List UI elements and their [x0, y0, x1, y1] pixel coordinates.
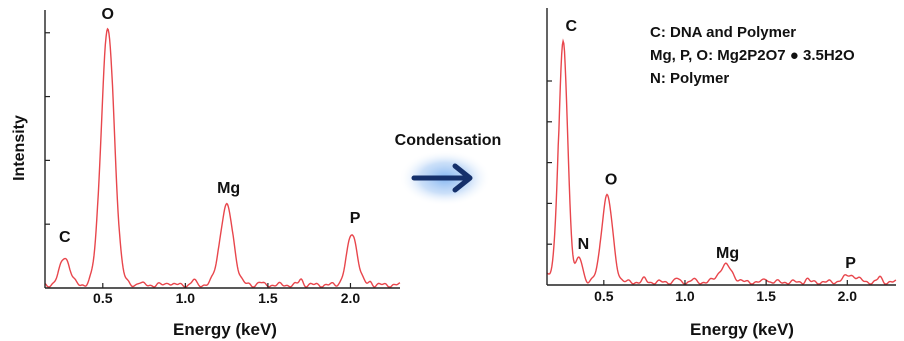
x-tick-label: 2.0 — [838, 288, 858, 304]
peak-label-c: C — [565, 18, 577, 35]
x-tick-label: 1.0 — [675, 288, 695, 304]
peak-label-p: P — [350, 210, 361, 227]
legend-item-2: Mg, P, O: Mg2P2O7 ● 3.5H2O — [650, 47, 855, 64]
condensation-arrow-group: Condensation — [395, 132, 502, 206]
spectrum-line-right — [546, 38, 897, 285]
chart-left: C O Mg P 0.5 1.0 1.5 2.0 Energy (keV) Intensit… — [11, 6, 401, 339]
peak-label-mg: Mg — [716, 245, 739, 262]
x-axis-label-left: Energy (keV) — [173, 320, 277, 339]
chart-right: C N O Mg P 0.5 1.0 1.5 2.0 Energy (keV) C: DNA … — [546, 8, 897, 339]
peak-label-mg: Mg — [217, 180, 240, 197]
x-tick-label: 1.5 — [756, 288, 776, 304]
x-axis-label-right: Energy (keV) — [690, 320, 794, 339]
peak-label-o: O — [605, 172, 617, 189]
x-tick-label: 1.0 — [176, 290, 196, 306]
peak-label-p: P — [845, 255, 856, 272]
legend-item-1: C: DNA and Polymer — [650, 24, 796, 41]
x-tick-label: 0.5 — [594, 288, 614, 304]
right-arrow-icon — [411, 163, 473, 193]
peak-label-o: O — [102, 6, 114, 23]
x-tick-label: 1.5 — [258, 290, 278, 306]
legend-item-3: N: Polymer — [650, 70, 729, 87]
peak-label-n: N — [578, 236, 590, 253]
x-tick-label: 0.5 — [93, 290, 113, 306]
y-axis-label-left: Intensity — [11, 115, 28, 181]
x-tick-label: 2.0 — [341, 290, 361, 306]
peak-label-c: C — [59, 229, 71, 246]
spectrum-line-left — [44, 27, 401, 288]
legend: C: DNA and Polymer Mg, P, O: Mg2P2O7 ● 3… — [650, 24, 855, 87]
arrow-label: Condensation — [395, 132, 502, 149]
